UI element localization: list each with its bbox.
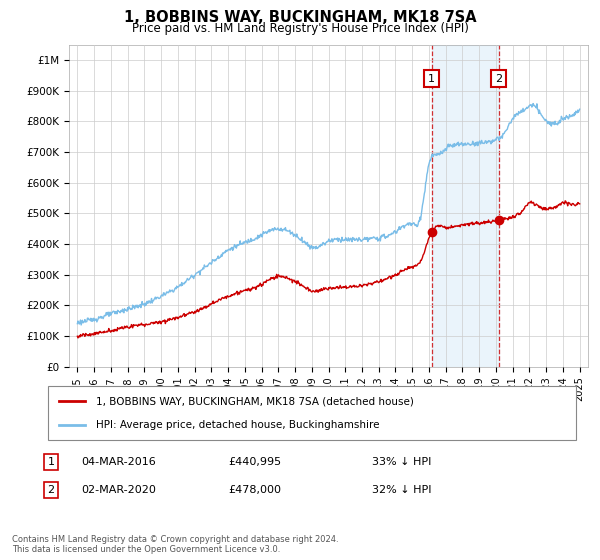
- Text: 1, BOBBINS WAY, BUCKINGHAM, MK18 7SA: 1, BOBBINS WAY, BUCKINGHAM, MK18 7SA: [124, 10, 476, 25]
- Text: £440,995: £440,995: [228, 457, 281, 467]
- Text: 1, BOBBINS WAY, BUCKINGHAM, MK18 7SA (detached house): 1, BOBBINS WAY, BUCKINGHAM, MK18 7SA (de…: [95, 396, 413, 407]
- Bar: [432, 45, 499, 367]
- Text: 2: 2: [47, 485, 55, 495]
- Text: 1: 1: [428, 73, 435, 83]
- Text: 1: 1: [47, 457, 55, 467]
- Text: Contains HM Land Registry data © Crown copyright and database right 2024.
This d: Contains HM Land Registry data © Crown c…: [12, 535, 338, 554]
- FancyBboxPatch shape: [48, 386, 576, 440]
- Text: 04-MAR-2016: 04-MAR-2016: [81, 457, 156, 467]
- Text: 33% ↓ HPI: 33% ↓ HPI: [372, 457, 431, 467]
- Text: 02-MAR-2020: 02-MAR-2020: [81, 485, 156, 495]
- Text: 2: 2: [495, 73, 502, 83]
- Text: £478,000: £478,000: [228, 485, 281, 495]
- Text: 32% ↓ HPI: 32% ↓ HPI: [372, 485, 431, 495]
- Text: HPI: Average price, detached house, Buckinghamshire: HPI: Average price, detached house, Buck…: [95, 419, 379, 430]
- Text: Price paid vs. HM Land Registry's House Price Index (HPI): Price paid vs. HM Land Registry's House …: [131, 22, 469, 35]
